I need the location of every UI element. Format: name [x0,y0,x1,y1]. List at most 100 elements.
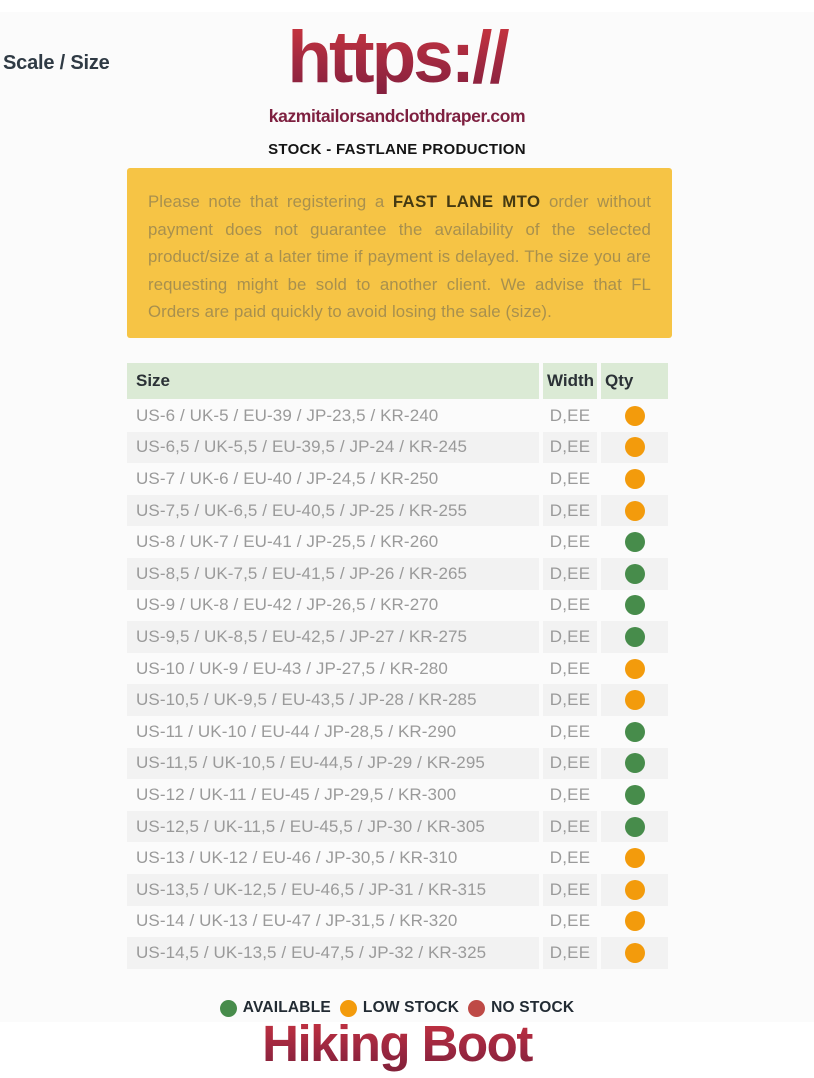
bottom-background-strip [0,1022,814,1078]
stock-status-dot [624,500,645,521]
qty-cell [601,716,668,748]
size-table-row: US-13,5 / UK-12,5 / EU-46,5 / JP-31 / KR… [127,873,668,906]
size-cell: US-8 / UK-7 / EU-41 / JP-25,5 / KR-260 [136,532,439,552]
qty-cell [601,653,668,685]
legend-status-dot [468,999,486,1017]
column-header-size: Size [127,363,539,399]
size-cell: US-14 / UK-13 / EU-47 / JP-31,5 / KR-320 [136,911,458,931]
size-table-row: US-8,5 / UK-7,5 / EU-41,5 / JP-26 / KR-2… [127,557,668,590]
size-table-row: US-6,5 / UK-5,5 / EU-39,5 / JP-24 / KR-2… [127,431,668,464]
site-domain[interactable]: kazmitailorsandclothdraper.com [268,106,526,126]
column-header-qty: Qty [601,363,668,399]
stock-status-dot [624,848,645,869]
stock-status-dot [624,437,645,458]
legend-label: NO STOCK [491,999,575,1016]
stock-status-dot [624,816,645,837]
size-cell: US-12,5 / UK-11,5 / EU-45,5 / JP-30 / KR… [127,810,539,843]
qty-cell [601,494,668,527]
scale-size-label: Scale / Size [3,52,110,75]
legend-status-dot [339,999,357,1017]
qty-cell [601,779,668,811]
stock-status-dot [624,563,645,584]
site-logo[interactable]: https:// [0,21,794,94]
size-cell: US-9,5 / UK-8,5 / EU-42,5 / JP-27 / KR-2… [127,621,539,653]
legend-status-dot [219,999,237,1017]
size-cell: US-10,5 / UK-9,5 / EU-43,5 / JP-28 / KR-… [127,684,539,716]
qty-cell [601,810,668,843]
size-table-row: US-11,5 / UK-10,5 / EU-44,5 / JP-29 / KR… [127,747,668,780]
legend-label: AVAILABLE [242,999,331,1016]
size-cell: US-10 / UK-9 / EU-43 / JP-27,5 / KR-280 [136,658,448,678]
size-cell: US-6,5 / UK-5,5 / EU-39,5 / JP-24 / KR-2… [127,431,539,464]
width-cell: D,EE [549,595,591,615]
size-table-row: US-9,5 / UK-8,5 / EU-42,5 / JP-27 / KR-2… [127,621,668,653]
size-table-row: US-7,5 / UK-6,5 / EU-40,5 / JP-25 / KR-2… [127,494,668,527]
qty-cell [601,557,668,590]
stock-status-dot [624,721,645,742]
width-cell: D,EE [543,684,597,716]
size-cell: US-12 / UK-11 / EU-45 / JP-29,5 / KR-300 [136,784,457,804]
width-cell: D,EE [543,621,597,653]
qty-cell [601,526,668,558]
stock-status-dot [624,690,645,711]
width-cell: D,EE [543,747,597,780]
qty-cell [601,873,668,906]
size-table-row: US-6 / UK-5 / EU-39 / JP-23,5 / KR-240 D… [127,400,668,432]
product-title: Hiking Boot [0,1013,794,1074]
legend-item: NO STOCK [468,999,574,1017]
stock-status-dot [624,468,645,489]
stock-status-dot [624,595,645,616]
stock-status-dot [624,532,645,553]
width-cell: D,EE [543,810,597,843]
size-cell: US-6 / UK-5 / EU-39 / JP-23,5 / KR-240 [136,405,439,425]
qty-cell [601,590,668,622]
size-table-row: US-7 / UK-6 / EU-40 / JP-24,5 / KR-250 D… [127,463,668,495]
qty-cell [601,747,668,780]
qty-cell [601,842,668,874]
size-table-header-row: Size Width Qty [127,363,668,399]
size-cell: US-13,5 / UK-12,5 / EU-46,5 / JP-31 / KR… [127,873,539,906]
size-cell: US-8,5 / UK-7,5 / EU-41,5 / JP-26 / KR-2… [127,557,539,590]
size-cell: US-11 / UK-10 / EU-44 / JP-28,5 / KR-290 [136,721,457,741]
width-cell: D,EE [549,468,591,488]
width-cell: D,EE [543,494,597,527]
width-cell: D,EE [549,658,591,678]
size-table-row: US-13 / UK-12 / EU-46 / JP-30,5 / KR-310… [127,842,668,874]
size-cell: US-7 / UK-6 / EU-40 / JP-24,5 / KR-250 [136,468,439,488]
width-cell: D,EE [549,532,591,552]
size-table-row: US-9 / UK-8 / EU-42 / JP-26,5 / KR-270 D… [127,590,668,622]
stock-subtitle: STOCK - FASTLANE PRODUCTION [268,141,526,158]
width-cell: D,EE [549,911,591,931]
width-cell: D,EE [549,784,591,804]
qty-cell [601,621,668,653]
size-table-row: US-12,5 / UK-11,5 / EU-45,5 / JP-30 / KR… [127,810,668,843]
stock-status-dot [624,879,645,900]
size-cell: US-7,5 / UK-6,5 / EU-40,5 / JP-25 / KR-2… [127,494,539,527]
width-cell: D,EE [549,848,591,868]
qty-cell [601,400,668,432]
width-cell: D,EE [543,557,597,590]
notice-text-after: order without payment does not guarantee… [148,192,651,321]
stock-status-dot [624,911,645,932]
qty-cell [601,463,668,495]
size-table-row: US-12 / UK-11 / EU-45 / JP-29,5 / KR-300… [127,779,668,811]
width-cell: D,EE [543,937,597,969]
size-cell: US-9 / UK-8 / EU-42 / JP-26,5 / KR-270 [136,595,439,615]
stock-status-dot [624,658,645,679]
notice-bold-text: FAST LANE MTO [392,192,541,211]
size-table-row: US-11 / UK-10 / EU-44 / JP-28,5 / KR-290… [127,716,668,748]
stock-status-dot [624,784,645,805]
size-table-row: US-10,5 / UK-9,5 / EU-43,5 / JP-28 / KR-… [127,684,668,716]
width-cell: D,EE [549,721,591,741]
width-cell: D,EE [543,873,597,906]
size-table: Size Width Qty US-6 / UK-5 / EU-39 / JP-… [127,363,668,969]
size-table-body: US-6 / UK-5 / EU-39 / JP-23,5 / KR-240 D… [127,400,668,969]
width-cell: D,EE [543,431,597,464]
size-cell: US-11,5 / UK-10,5 / EU-44,5 / JP-29 / KR… [127,747,539,780]
stock-status-dot [624,405,645,426]
notice-text-before: Please note that registering a [148,192,393,211]
legend-label: LOW STOCK [362,999,460,1016]
stock-status-dot [624,942,645,963]
size-table-row: US-8 / UK-7 / EU-41 / JP-25,5 / KR-260 D… [127,526,668,558]
